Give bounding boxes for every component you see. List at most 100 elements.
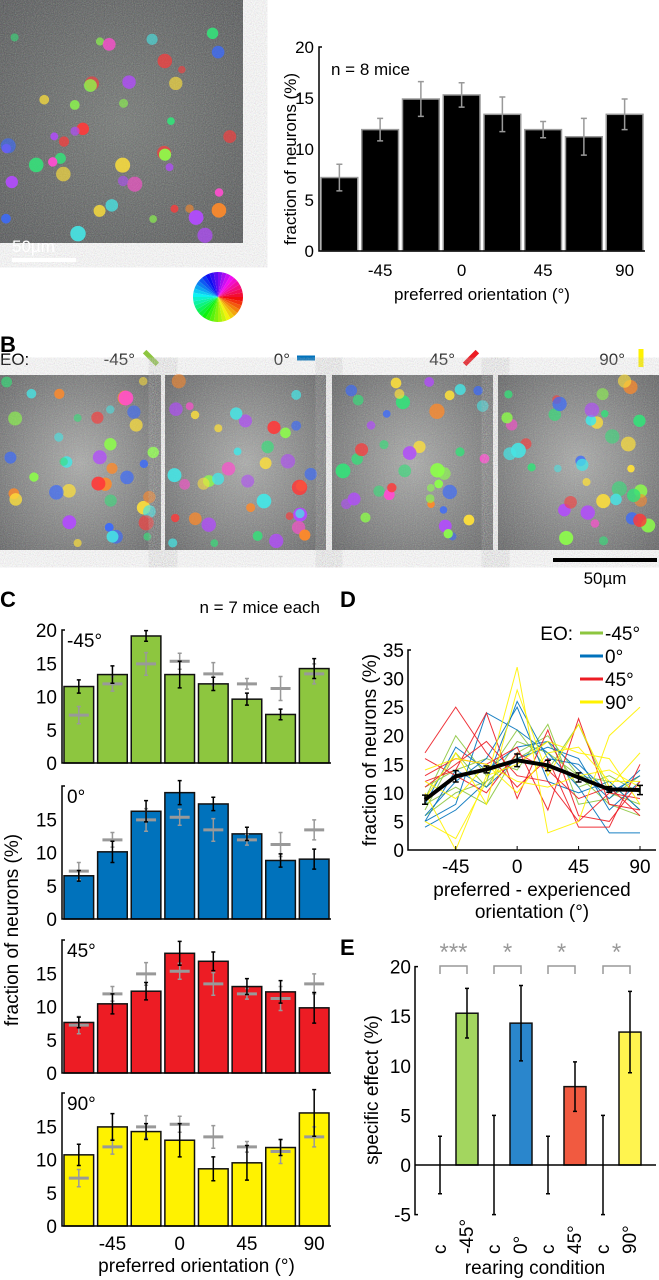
color-wheel-segment	[205, 297, 218, 321]
labeled-neuron	[430, 463, 445, 478]
significance-stars: ***	[439, 939, 467, 966]
scale-bar-b-label: 50µm	[584, 569, 627, 588]
labeled-neuron	[115, 157, 131, 173]
y-axis-label: fraction of neurons (%)	[360, 654, 381, 846]
labeled-neuron	[54, 388, 65, 400]
labeled-neuron	[233, 447, 242, 456]
labeled-neuron	[299, 529, 311, 541]
individual-line	[424, 763, 641, 800]
color-wheel-segment	[193, 292, 218, 297]
subplot-label: 45°	[67, 941, 96, 962]
significance-stars: *	[557, 939, 566, 966]
eo-condition-label: 90°	[599, 350, 625, 369]
error-bar	[177, 1122, 182, 1158]
labeled-neuron	[54, 432, 64, 442]
significance-bracket	[493, 965, 522, 974]
error-bar	[544, 759, 551, 772]
labeled-neuron	[171, 374, 186, 389]
error-bar	[144, 1122, 149, 1141]
error-bar	[211, 676, 216, 692]
labeled-neuron	[185, 204, 194, 213]
bar	[130, 1130, 162, 1227]
legend-title: EO:	[540, 624, 573, 645]
subplot-2: 0 5 10 15 45°	[36, 939, 331, 1085]
error-bar	[278, 708, 283, 721]
labeled-neuron	[413, 440, 426, 454]
micrograph-noise	[0, 375, 161, 550]
orientation-bar-icon	[142, 349, 160, 367]
labeled-neuron	[443, 528, 453, 539]
labeled-neuron	[197, 477, 210, 490]
labeled-neuron	[188, 512, 202, 526]
color-wheel-segment	[218, 272, 227, 297]
x-tick-label: -45°	[457, 1219, 478, 1254]
labeled-neuron	[206, 27, 219, 40]
chart-c: n = 7 mice each 0 5 10 15 20 -45° 0 5 10 15 0° 0 5 10 1…	[2, 598, 331, 1277]
bar	[265, 713, 297, 764]
individual-line	[424, 688, 641, 806]
labeled-neuron	[106, 530, 119, 543]
y-tick-label: 15	[390, 1007, 411, 1028]
error-bar	[452, 769, 459, 783]
color-wheel-segment	[193, 297, 218, 306]
bar	[63, 1154, 95, 1227]
labeled-neuron	[580, 505, 595, 520]
panel-label-b: B	[0, 332, 16, 357]
labeled-neuron	[394, 388, 405, 399]
bar	[197, 683, 229, 764]
individual-line	[424, 740, 641, 852]
labeled-neuron	[633, 513, 647, 528]
labeled-neuron	[157, 53, 173, 69]
labeled-neuron	[143, 532, 152, 541]
labeled-neuron	[10, 33, 19, 42]
bar	[361, 128, 400, 252]
labeled-neuron	[373, 485, 385, 497]
eo-prefix: EO:	[0, 350, 29, 369]
labeled-neuron	[463, 514, 475, 526]
labeled-neuron	[1, 376, 13, 388]
y-tick-label: 10	[36, 1151, 57, 1172]
individual-line	[424, 667, 641, 840]
error-bar	[211, 1156, 216, 1182]
y-tick-label: 15	[295, 89, 314, 108]
y-tick-label: 25	[383, 698, 404, 719]
y-tick-label: 5	[46, 721, 57, 742]
labeled-neuron	[210, 539, 219, 548]
labeled-neuron	[246, 503, 256, 513]
labeled-neuron	[256, 493, 272, 509]
significance-stars: *	[612, 939, 621, 966]
x-tick-label: 0	[512, 857, 523, 878]
y-axis-label: fraction of neurons (%)	[2, 834, 23, 1026]
labeled-neuron	[8, 411, 23, 426]
x-tick-label: 45	[568, 857, 589, 878]
annotation: n = 8 mice	[331, 60, 410, 79]
scale-bar-a	[12, 258, 76, 262]
labeled-neuron	[479, 453, 490, 464]
axes	[318, 46, 645, 252]
labeled-neuron	[4, 451, 17, 464]
labeled-neuron	[179, 479, 190, 490]
labeled-neuron	[106, 405, 115, 414]
labeled-neuron	[127, 176, 143, 192]
labeled-neuron	[201, 517, 216, 532]
bar	[442, 94, 481, 252]
labeled-neuron	[92, 450, 107, 465]
y-tick-label: 5	[46, 877, 57, 898]
y-tick-label: 5	[400, 1106, 411, 1127]
error-bar	[312, 848, 317, 870]
panel-b: EO: -45° 0° 45° 90°	[0, 349, 659, 550]
y-tick-label: 0	[46, 910, 57, 931]
labeled-neuron	[212, 472, 225, 485]
bar	[231, 698, 263, 764]
y-tick-label: 30	[383, 670, 404, 691]
bar	[605, 113, 644, 252]
labeled-neuron	[559, 530, 574, 546]
x-tick-label: 0°	[511, 1236, 532, 1254]
color-wheel-segment	[218, 297, 243, 302]
labeled-neuron	[91, 476, 106, 491]
color-wheel-segment	[218, 272, 223, 297]
error-bar	[483, 765, 490, 774]
individual-line	[424, 723, 641, 805]
labeled-neuron	[366, 421, 376, 430]
labeled-neuron	[596, 494, 611, 509]
